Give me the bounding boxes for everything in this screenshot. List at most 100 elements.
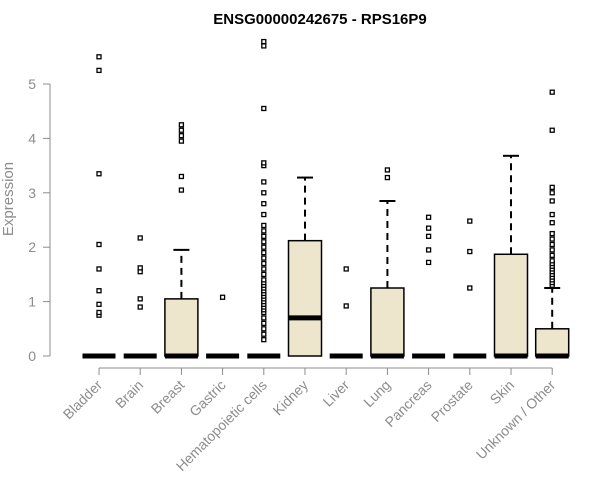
outlier-point bbox=[343, 303, 349, 309]
outlier-point bbox=[425, 247, 432, 253]
y-tick-label: 1 bbox=[28, 294, 36, 310]
box-group bbox=[247, 38, 281, 359]
y-tick-label: 3 bbox=[28, 185, 36, 201]
outlier-point bbox=[261, 326, 267, 332]
outlier-point bbox=[178, 187, 185, 193]
x-tick-label: Bladder bbox=[60, 377, 106, 423]
outlier-point bbox=[96, 288, 102, 294]
y-tick-label: 5 bbox=[28, 76, 36, 92]
outlier-point bbox=[137, 265, 143, 271]
outlier-point bbox=[549, 230, 555, 237]
x-tick-label: Liver bbox=[320, 377, 353, 410]
outlier-point bbox=[549, 190, 555, 196]
outlier-point bbox=[549, 198, 555, 204]
x-tick-label: Brain bbox=[112, 377, 146, 411]
box-group bbox=[329, 266, 363, 359]
outlier-point bbox=[549, 211, 555, 218]
outlier-point bbox=[384, 174, 391, 181]
outlier-point bbox=[261, 260, 267, 267]
outlier-point bbox=[96, 67, 102, 74]
outlier-point bbox=[261, 160, 267, 166]
outlier-point bbox=[549, 247, 555, 253]
outlier-point bbox=[178, 173, 185, 180]
box-group bbox=[164, 122, 199, 359]
outlier-point bbox=[137, 235, 143, 241]
outlier-point bbox=[261, 179, 267, 185]
outlier-point bbox=[425, 259, 432, 266]
box bbox=[534, 328, 570, 357]
box-group bbox=[534, 89, 570, 359]
outlier-point bbox=[261, 337, 267, 343]
y-tick-label: 2 bbox=[28, 239, 36, 255]
x-tick-label: Skin bbox=[487, 377, 518, 408]
box-group bbox=[453, 218, 487, 359]
plot-area bbox=[82, 38, 570, 359]
outlier-point bbox=[261, 255, 267, 261]
outlier-point bbox=[549, 127, 555, 133]
outlier-point bbox=[261, 266, 267, 272]
outlier-point bbox=[261, 233, 267, 239]
box-group bbox=[412, 214, 446, 359]
outlier-point bbox=[261, 244, 267, 250]
outlier-point bbox=[425, 214, 432, 220]
box bbox=[164, 298, 199, 357]
box-group bbox=[206, 294, 240, 359]
outlier-point bbox=[425, 233, 432, 239]
outlier-point bbox=[261, 277, 267, 283]
outlier-point bbox=[261, 190, 267, 196]
outlier-point bbox=[549, 184, 555, 191]
box bbox=[370, 287, 405, 357]
outlier-point bbox=[467, 218, 473, 224]
outlier-point bbox=[178, 127, 185, 133]
outlier-point bbox=[261, 211, 267, 218]
outlier-point bbox=[467, 248, 473, 255]
outlier-point bbox=[96, 309, 102, 316]
box-group bbox=[370, 167, 405, 359]
chart-title: ENSG00000242675 - RPS16P9 bbox=[213, 11, 426, 28]
x-tick-label: Breast bbox=[148, 377, 188, 417]
y-axis-label: Expression bbox=[0, 162, 17, 236]
outlier-point bbox=[137, 304, 143, 310]
outlier-point bbox=[549, 258, 555, 264]
outlier-point bbox=[96, 266, 102, 272]
outlier-point bbox=[467, 285, 473, 291]
outlier-point bbox=[261, 271, 267, 278]
box-group bbox=[82, 54, 116, 359]
outlier-point bbox=[261, 201, 267, 207]
outlier-point bbox=[96, 54, 102, 60]
outlier-point bbox=[261, 315, 267, 321]
outlier-point bbox=[178, 133, 185, 139]
outlier-point bbox=[549, 220, 555, 226]
box bbox=[287, 239, 323, 357]
outlier-point bbox=[261, 320, 267, 327]
outlier-point bbox=[261, 222, 267, 229]
outlier-point bbox=[261, 249, 267, 256]
y-tick-label: 0 bbox=[28, 348, 36, 364]
outlier-point bbox=[549, 252, 555, 259]
outlier-point bbox=[384, 167, 391, 173]
outlier-point bbox=[261, 228, 267, 234]
outlier-point bbox=[96, 301, 102, 307]
box-group bbox=[287, 176, 323, 357]
outlier-point bbox=[96, 241, 102, 248]
outlier-point bbox=[549, 241, 555, 248]
outlier-point bbox=[261, 239, 267, 245]
x-tick-label: Lung bbox=[360, 377, 393, 410]
outlier-point bbox=[261, 331, 267, 337]
box-group bbox=[493, 154, 529, 359]
x-tick-label: Kidney bbox=[270, 377, 312, 419]
y-tick-label: 4 bbox=[28, 130, 36, 146]
outlier-point bbox=[261, 43, 267, 49]
outlier-point bbox=[261, 105, 267, 112]
y-axis: 0 1 2 3 4 5 bbox=[28, 76, 51, 364]
box-group bbox=[123, 235, 157, 359]
outlier-point bbox=[343, 266, 349, 272]
outlier-point bbox=[261, 38, 267, 45]
outlier-point bbox=[549, 89, 555, 95]
outlier-point bbox=[96, 171, 102, 177]
box bbox=[493, 253, 529, 357]
outlier-point bbox=[137, 296, 143, 302]
